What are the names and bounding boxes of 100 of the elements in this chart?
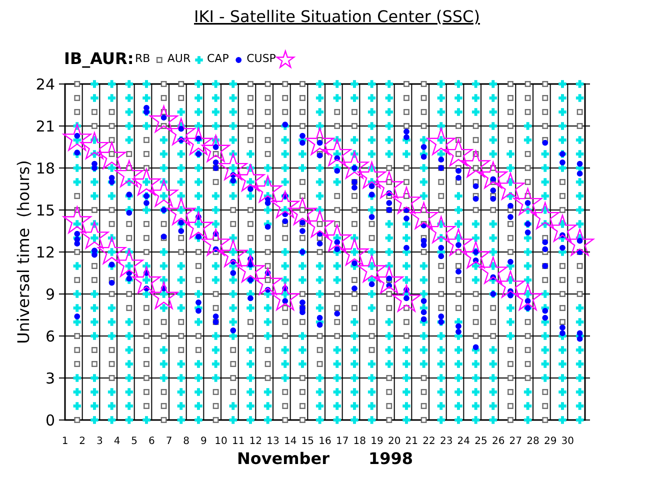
point <box>80 222 109 249</box>
x-tick-label: 21 <box>405 436 418 447</box>
point <box>566 228 594 256</box>
y-tick-label: 0 <box>45 411 55 430</box>
point <box>184 212 213 239</box>
point <box>426 128 456 155</box>
point <box>340 238 369 266</box>
point <box>150 282 178 309</box>
legend-label: AUR <box>167 52 191 65</box>
point <box>514 283 542 310</box>
x-tick-label: 14 <box>284 436 297 447</box>
chart-title: IKI - Satellite Situation Center (SSC) <box>194 7 480 26</box>
x-tick-label: 23 <box>440 436 453 447</box>
x-tick-label: 28 <box>526 436 540 447</box>
x-tick-label: 25 <box>474 436 488 447</box>
y-tick-label: 6 <box>45 327 55 346</box>
y-tick-label: 15 <box>36 201 55 220</box>
point <box>270 190 300 218</box>
point <box>358 161 386 189</box>
point <box>478 256 508 284</box>
x-tick-label: 16 <box>318 436 332 447</box>
point <box>392 186 421 214</box>
y-tick-label: 18 <box>36 159 55 178</box>
x-tick-label: 17 <box>336 436 349 447</box>
point <box>270 283 300 310</box>
point <box>218 153 248 180</box>
x-tick-label: 19 <box>370 436 384 447</box>
x-tick-label: 13 <box>266 436 280 447</box>
point <box>236 255 265 282</box>
point <box>114 160 144 188</box>
point <box>202 228 230 256</box>
point <box>322 224 352 252</box>
x-tick-label: 11 <box>232 436 245 447</box>
point <box>514 188 542 216</box>
x-tick-label: 26 <box>492 436 505 447</box>
x-tick-label: 15 <box>301 436 314 447</box>
y-tick-label: 21 <box>36 117 55 136</box>
legend-title: IB_AUR: <box>64 49 134 68</box>
point <box>374 171 404 198</box>
point <box>236 164 265 192</box>
point <box>80 132 109 160</box>
point <box>340 152 369 179</box>
point <box>62 206 92 234</box>
point <box>98 142 126 169</box>
x-tick-label: 30 <box>561 436 574 447</box>
x-tick-label: 2 <box>79 436 86 447</box>
point <box>410 202 438 230</box>
point <box>530 202 560 230</box>
point <box>444 139 473 166</box>
point <box>462 150 490 178</box>
legend-label: CUSP <box>246 52 276 65</box>
point <box>358 255 386 282</box>
x-tick-label: 3 <box>96 436 103 447</box>
point <box>444 228 473 256</box>
y-tick-label: 9 <box>45 285 55 304</box>
point <box>202 134 230 162</box>
point <box>166 198 196 225</box>
point <box>478 161 508 189</box>
point <box>98 237 126 264</box>
point <box>114 250 144 277</box>
point <box>306 128 334 155</box>
point <box>496 172 525 200</box>
y-tick-label: 12 <box>36 243 55 262</box>
legend-label: RB <box>135 52 150 65</box>
x-axis-title: November 1998 <box>236 449 414 468</box>
x-tick-label: 6 <box>148 436 155 447</box>
point <box>254 175 282 203</box>
point <box>132 266 161 294</box>
x-tick-label: 29 <box>544 436 557 447</box>
x-tick-label: 12 <box>249 436 262 447</box>
x-tick-label: 7 <box>166 436 172 447</box>
x-tick-label: 27 <box>509 436 522 447</box>
point <box>462 241 490 268</box>
point <box>306 210 334 238</box>
point <box>62 124 92 151</box>
x-tick-label: 5 <box>131 436 138 447</box>
point <box>548 214 577 242</box>
point <box>132 168 161 196</box>
legend-label: CAP <box>207 52 230 65</box>
point <box>184 128 213 155</box>
point <box>150 105 178 133</box>
point <box>392 284 421 312</box>
point <box>496 270 525 298</box>
y-tick-label: 3 <box>45 369 55 388</box>
x-tick-label: 18 <box>353 436 366 447</box>
y-axis-title: Universal time (hours) <box>14 160 33 344</box>
point <box>426 216 456 244</box>
x-tick-label: 8 <box>183 436 190 447</box>
x-tick-label: 20 <box>388 436 401 447</box>
point <box>150 180 178 207</box>
point <box>374 266 404 294</box>
x-tick-label: 10 <box>214 436 228 447</box>
point <box>288 198 317 225</box>
y-tick-label: 24 <box>36 75 55 94</box>
x-tick-label: 24 <box>457 436 470 447</box>
x-tick-label: 9 <box>200 436 207 447</box>
point <box>322 139 352 166</box>
x-tick-label: 1 <box>62 436 68 447</box>
point <box>254 268 282 295</box>
x-tick-label: 22 <box>422 436 436 447</box>
